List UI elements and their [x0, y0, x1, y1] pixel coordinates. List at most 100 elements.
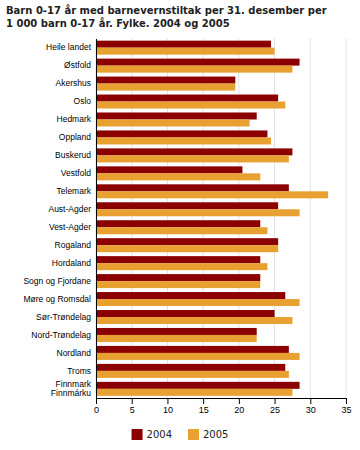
tick: Sogn og Fjordane	[23, 276, 96, 286]
grid-line	[346, 39, 347, 399]
tick-label: Nord-Trøndelag	[31, 330, 91, 340]
tick-mark	[203, 398, 204, 404]
tick-label: Sør-Trøndelag	[36, 312, 91, 322]
tick-label: 20	[234, 405, 244, 415]
tick-label: 30	[306, 405, 316, 415]
tick: 0	[94, 398, 99, 415]
bar	[96, 256, 260, 263]
bars	[96, 41, 328, 396]
bar	[96, 173, 260, 180]
tick: Akershus	[56, 78, 96, 88]
tick: Oslo	[74, 96, 96, 106]
tick-label: 10	[163, 405, 173, 415]
tick-label: 15	[199, 405, 209, 415]
tick-label: Aust-Agder	[48, 204, 91, 214]
tick-mark	[275, 398, 276, 404]
tick: 15	[199, 398, 209, 415]
tick-label: Oppland	[59, 132, 91, 142]
tick: Heile landet	[46, 42, 96, 52]
tick-mark	[167, 398, 168, 404]
tick: Møre og Romsdal	[23, 294, 96, 304]
bar	[96, 274, 260, 281]
bar	[96, 84, 235, 91]
bar	[96, 119, 250, 126]
grid-line	[310, 39, 311, 399]
tick-label: Troms	[67, 366, 91, 376]
tick-label: Vestfold	[61, 168, 92, 178]
bar	[96, 41, 271, 48]
tick: Buskerud	[55, 150, 96, 160]
bar	[96, 66, 292, 73]
tick: 25	[270, 398, 280, 415]
tick-label: 0	[94, 405, 99, 415]
chart: Barn 0-17 år med barnevernstiltak per 31…	[0, 0, 360, 450]
legend-label: 2004	[147, 429, 172, 440]
bar	[96, 382, 300, 389]
tick-label: Akershus	[56, 78, 91, 88]
bar	[96, 148, 292, 155]
bar	[96, 353, 300, 360]
bar	[96, 310, 275, 317]
bar	[96, 238, 278, 245]
tick-label: Oslo	[74, 96, 92, 106]
bar	[96, 346, 289, 353]
tick-label: 5	[130, 405, 135, 415]
tick-label: Østfold	[64, 60, 91, 70]
bar	[96, 77, 235, 84]
x-axis: 0 5 10 15 20 25 30 35	[94, 398, 352, 415]
legend-item: 2005	[188, 429, 228, 440]
tick: Rogaland	[55, 240, 96, 250]
tick-mark	[96, 398, 97, 404]
tick-label: Nordland	[57, 348, 92, 358]
bar	[96, 263, 267, 270]
tick-label: Hedmark	[57, 114, 92, 124]
tick-mark	[310, 398, 311, 404]
tick: 20	[234, 398, 244, 415]
grid-line	[203, 39, 204, 399]
bar	[96, 220, 260, 227]
bar	[96, 364, 285, 371]
bar	[96, 48, 275, 55]
bar	[96, 245, 278, 252]
tick-label: Møre og Romsdal	[23, 294, 91, 304]
series	[96, 48, 328, 396]
bar	[96, 389, 292, 396]
tick: Sør-Trøndelag	[36, 312, 96, 322]
bar	[96, 95, 278, 102]
tick: Oppland	[59, 132, 96, 142]
grid-line	[131, 39, 132, 399]
tick: Hedmark	[57, 114, 96, 124]
bar	[96, 184, 289, 191]
bar	[96, 292, 285, 299]
tick: Østfold	[64, 60, 96, 70]
bar	[96, 155, 289, 162]
tick: 30	[306, 398, 316, 415]
bar	[96, 130, 267, 137]
tick-label: Buskerud	[55, 150, 91, 160]
bar	[96, 137, 271, 144]
legend-swatch	[132, 429, 143, 440]
tick-label: Heile landet	[46, 42, 92, 52]
bar	[96, 112, 257, 119]
y-axis: Heile landet Østfold Akershus Oslo Hedmark Op…	[23, 39, 96, 399]
tick: Aust-Agder	[48, 204, 96, 214]
tick-label: Hordaland	[52, 258, 91, 268]
tick-label: 35	[341, 405, 351, 415]
bar	[96, 102, 285, 109]
bar	[96, 202, 278, 209]
tick-mark	[239, 398, 240, 404]
tick-label: Sogn og Fjordane	[23, 276, 91, 286]
tick: Nordland	[57, 348, 97, 358]
bar	[96, 299, 300, 306]
bar	[96, 227, 267, 234]
tick: Vest-Agder	[49, 222, 96, 232]
bar	[96, 328, 257, 335]
series	[96, 41, 300, 389]
bar	[96, 281, 260, 288]
tick: 10	[163, 398, 173, 415]
legend-item: 2004	[132, 429, 172, 440]
title: Barn 0-17 år med barnevernstiltak per 31…	[6, 4, 327, 29]
axis-line	[96, 39, 97, 399]
bar	[96, 317, 292, 324]
tick: 35	[341, 398, 351, 415]
